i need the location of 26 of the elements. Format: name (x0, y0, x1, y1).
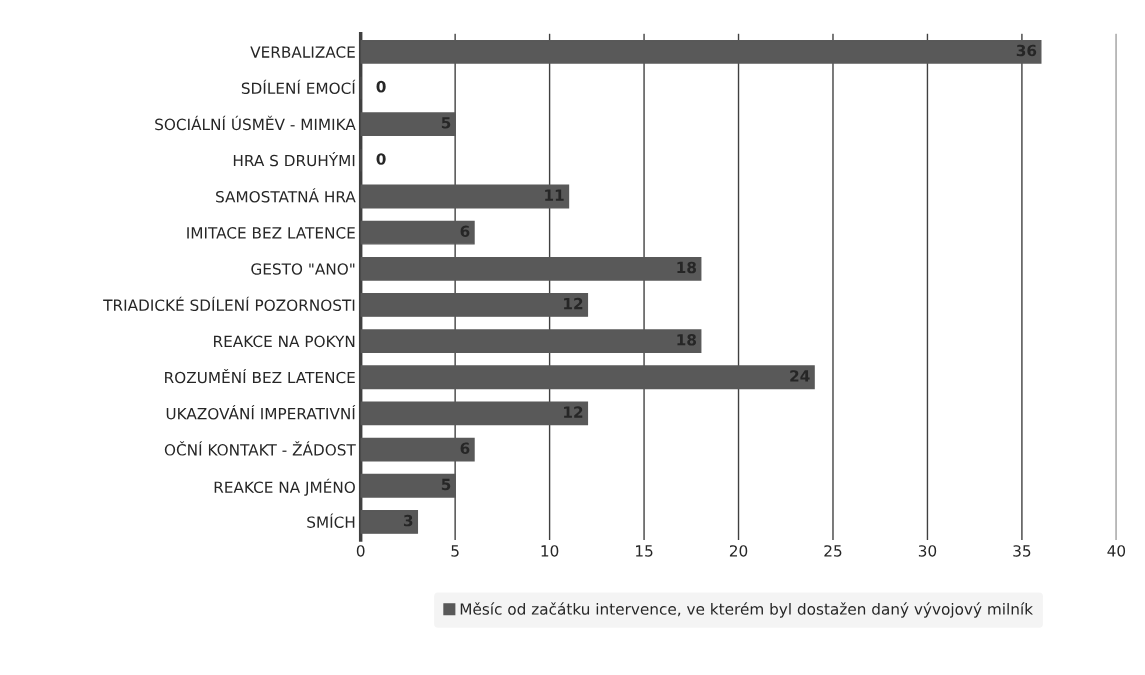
legend-label: Měsíc od začátku intervence, ve kterém byl dostažen daný vývojový milník (460, 602, 1034, 618)
x-tick-label: 15 (636, 545, 653, 557)
x-tick-label: 10 (541, 545, 559, 557)
x-tick-label: 5 (451, 545, 459, 557)
y-tick-label: VERBALIZACE (250, 46, 355, 58)
x-tick-label: 0 (356, 545, 365, 557)
y-tick-label: UKAZOVÁNÍ IMPERATIVNÍ (166, 405, 356, 420)
x-tick-label: 25 (824, 545, 842, 557)
y-tick-label: SOCIÁLNÍ ÚSMĚV - MIMIKA (155, 115, 356, 131)
y-tick-label: REAKCE NA POKYN (214, 335, 355, 348)
y-tick-label: OČNÍ KONTAKT - ŽÁDOST (164, 441, 356, 456)
y-tick-label: IMITACE BEZ LATENCE (187, 227, 355, 239)
x-tick-label: 20 (729, 545, 748, 557)
x-tick-label: 35 (1013, 545, 1031, 557)
y-tick-label: HRA S DRUHÝMI (233, 151, 355, 167)
y-tick-label: SMÍCH (307, 513, 355, 528)
x-tick-label: 30 (918, 545, 937, 557)
y-tick-label: ROZUMĚNÍ BEZ LATENCE (165, 368, 355, 384)
y-tick-label: TRIADICKÉ SDÍLENÍ POZORNOSTI (103, 296, 355, 311)
data-label: 0 (376, 153, 386, 165)
y-tick-label: GESTO "ANO" (251, 263, 355, 275)
data-label: 0 (376, 80, 386, 93)
x-tick-label: 40 (1107, 545, 1126, 557)
y-tick-label: REAKCE NA JMÉNO (214, 478, 355, 496)
y-tick-label: SAMOSTATNÁ HRA (216, 188, 356, 203)
y-tick-label: SDÍLENÍ EMOCÍ (241, 79, 356, 95)
